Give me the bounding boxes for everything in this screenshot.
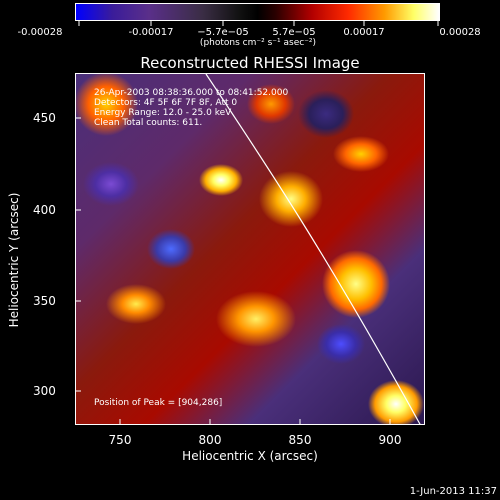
y-tick-label: 350: [33, 294, 56, 308]
colorbar-tick-label: -0.00017: [128, 27, 174, 38]
peak-position-label: Position of Peak = [904,286]: [94, 398, 223, 408]
x-axis-title: Heliocentric X (arcsec): [182, 449, 318, 463]
colorbar-tick-label: 0.00028: [439, 27, 481, 38]
x-tick-label: 750: [108, 433, 132, 447]
colorbar-tick-label: −5.7e−05: [197, 27, 249, 38]
colorbar-tick-label: -0.00028: [17, 27, 63, 38]
x-tick-label: 900: [378, 433, 402, 447]
info-line-detectors: Detectors: 4F 5F 6F 7F 8F, Att 0: [94, 98, 238, 108]
colorbar-unit-label: (photons cm⁻² s⁻¹ asec⁻²): [199, 38, 317, 48]
y-tick-label: 400: [33, 203, 56, 217]
info-line-energy: Energy Range: 12.0 - 25.0 keV: [94, 108, 232, 118]
info-line-time: 26-Apr-2003 08:38:36.000 to 08:41:52.000: [94, 88, 289, 98]
colorbar-gradient: [76, 4, 439, 20]
x-tick-label: 850: [288, 433, 312, 447]
y-tick-label: 300: [33, 384, 56, 398]
y-axis-title: Heliocentric Y (arcsec): [7, 192, 21, 328]
colorbar-ticks: [78, 21, 439, 26]
colorbar-tick-label: 5.7e−05: [272, 27, 316, 38]
x-tick-label: 800: [198, 433, 222, 447]
info-line-clean: Clean Total counts: 611.: [94, 118, 203, 128]
limb-curve: [205, 74, 421, 424]
plot-area: 26-Apr-2003 08:38:36.000 to 08:41:52.000…: [75, 73, 425, 425]
plot-title: Reconstructed RHESSI Image: [140, 54, 360, 72]
timestamp: 1-Jun-2013 11:37: [409, 486, 497, 497]
colorbar-tick-label: 0.00017: [343, 27, 385, 38]
y-tick-label: 450: [33, 111, 56, 125]
colorbar: [75, 3, 440, 21]
